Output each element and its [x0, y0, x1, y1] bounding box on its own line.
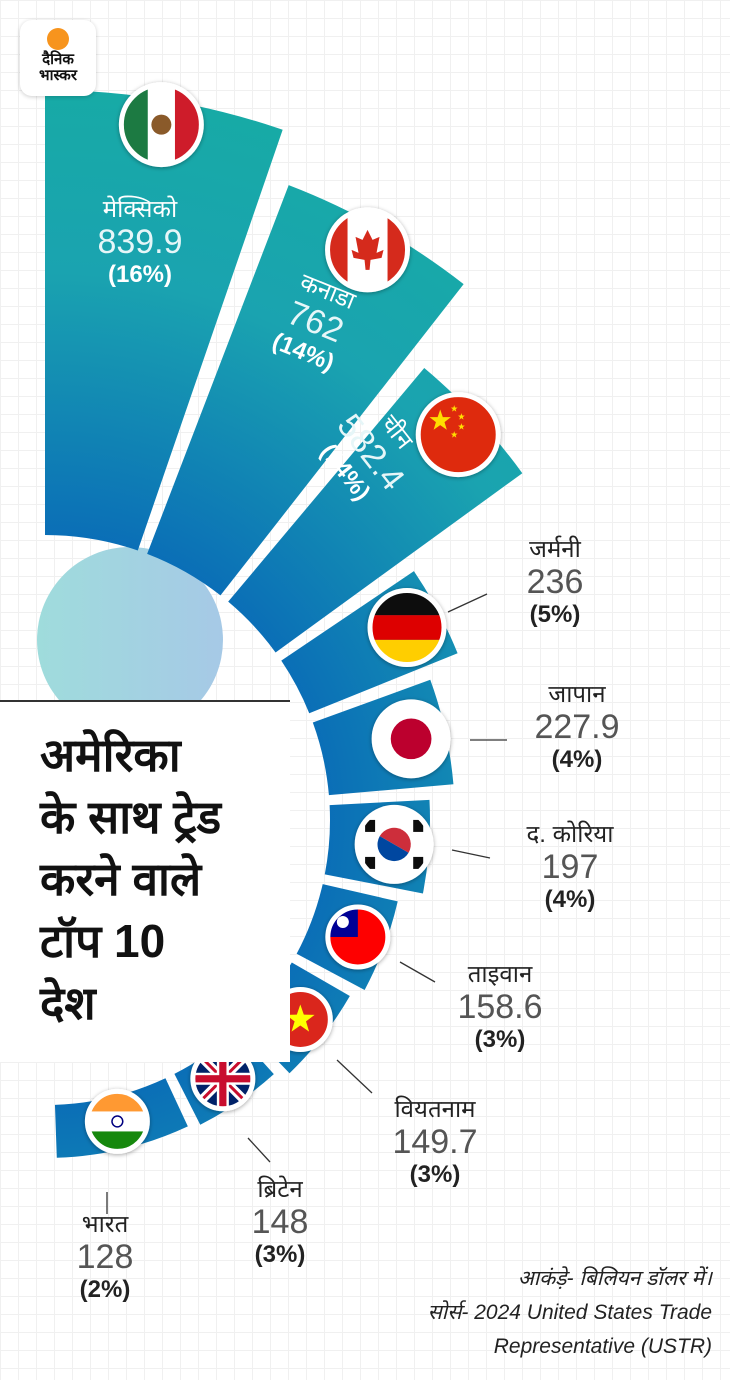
trade-percent: (2%)	[79, 1276, 131, 1303]
trade-percent: (3%)	[409, 1161, 461, 1188]
trade-value: 197	[541, 848, 599, 886]
title-line: टॉप 10	[40, 915, 166, 967]
trade-percent: (3%)	[474, 1026, 526, 1053]
canada-flag-icon	[325, 207, 411, 293]
country-name: जापान	[548, 681, 606, 708]
leader-line	[451, 849, 491, 859]
unit-note: आकंड़े- बिलियन डॉलर में।	[517, 1267, 712, 1290]
source-note-2: Representative (USTR)	[493, 1335, 712, 1358]
trade-percent: (16%)	[107, 261, 173, 288]
logo-line1: दैनिक	[42, 51, 74, 68]
leader-line	[336, 1059, 373, 1094]
title-line: के साथ ट्रेड	[40, 791, 222, 843]
country-name: ताइवान	[467, 961, 533, 988]
country-label-taiwan: ताइवान 158.6 (3%)	[457, 960, 542, 1056]
source-note: सोर्स- 2024 United States Trade	[427, 1301, 712, 1324]
logo-line2: भास्कर	[39, 67, 77, 84]
trade-value: 158.6	[457, 988, 543, 1026]
mexico-flag-icon	[118, 82, 204, 168]
leader-line	[247, 1137, 271, 1163]
south-korea-flag-icon	[354, 804, 434, 884]
country-label-germany: जर्मनी 236 (5%)	[527, 535, 584, 631]
country-name: मेक्सिको	[102, 196, 178, 223]
leader-line	[447, 593, 488, 613]
title-line: करने वाले	[40, 853, 202, 905]
country-label-india: भारत 128 (2%)	[77, 1210, 134, 1306]
country-label-vietnam: वियतनाम 149.7 (3%)	[392, 1095, 477, 1191]
taiwan-flag-icon	[325, 904, 391, 970]
trade-value: 236	[526, 563, 584, 601]
trade-value: 148	[251, 1203, 309, 1241]
country-label-south-korea: द. कोरिया 197 (4%)	[527, 820, 614, 916]
dainik-bhaskar-logo: दैनिक भास्कर	[20, 20, 96, 96]
trade-percent: (4%)	[551, 746, 603, 773]
title-line: देश	[40, 977, 96, 1029]
japan-flag-icon	[371, 699, 451, 779]
globe	[37, 547, 223, 733]
india-flag-icon	[84, 1088, 150, 1154]
trade-value: 128	[76, 1238, 134, 1276]
leader-line	[399, 961, 436, 983]
country-name: जर्मनी	[529, 536, 581, 563]
trade-percent: (4%)	[544, 886, 596, 913]
title-line: अमेरिका	[40, 729, 181, 781]
footnote: आकंड़े- बिलियन डॉलर में। सोर्स- 2024 Uni…	[428, 1262, 712, 1364]
trade-value: 149.7	[392, 1123, 478, 1161]
country-label-mexico: मेक्सिको 839.9 (16%)	[97, 195, 182, 291]
trade-percent: (3%)	[254, 1241, 306, 1268]
bar-wedge-mexico	[45, 90, 283, 551]
country-label-japan: जापान 227.9 (4%)	[534, 680, 619, 776]
country-name: वियतनाम	[394, 1096, 476, 1123]
country-name: भारत	[81, 1211, 129, 1238]
germany-flag-icon	[367, 588, 447, 668]
country-name: द. कोरिया	[526, 821, 614, 848]
trade-percent: (5%)	[529, 601, 581, 628]
trade-value: 839.9	[97, 223, 183, 261]
title-box: अमेरिका के साथ ट्रेड करने वाले टॉप 10 दे…	[0, 700, 290, 1062]
trade-value: 227.9	[534, 708, 620, 746]
china-flag-icon	[415, 392, 501, 478]
country-label-uk: ब्रिटेन 148 (3%)	[252, 1175, 309, 1271]
country-name: ब्रिटेन	[257, 1176, 303, 1203]
chart-title: अमेरिका के साथ ट्रेड करने वाले टॉप 10 दे…	[40, 724, 221, 1034]
sun-icon	[47, 28, 69, 50]
